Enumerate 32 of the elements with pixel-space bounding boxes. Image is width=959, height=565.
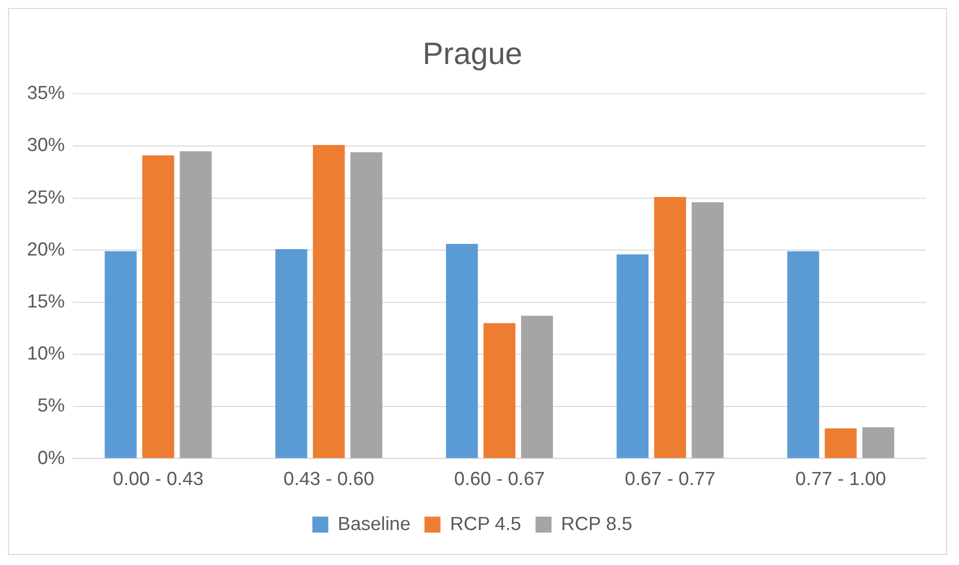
x-tick-label: 0.43 - 0.60	[284, 469, 374, 490]
y-tick-label: 35%	[26, 83, 66, 104]
x-tick-label: 0.00 - 0.43	[112, 469, 204, 490]
bar	[142, 155, 174, 458]
x-tick-label: 0.60 - 0.67	[454, 469, 545, 490]
y-tick-label: 5%	[38, 396, 66, 417]
legend-label: RCP 4.5	[450, 514, 522, 535]
bar	[484, 323, 516, 458]
bar	[787, 251, 820, 458]
bar	[180, 151, 212, 458]
bar	[275, 249, 308, 458]
y-tick-label: 15%	[26, 291, 66, 312]
bar	[692, 202, 724, 458]
bar	[616, 254, 649, 458]
bar	[104, 251, 137, 458]
bar	[862, 427, 894, 458]
bar	[521, 316, 553, 458]
legend-label: RCP 8.5	[561, 514, 632, 535]
y-tick-label: 10%	[26, 344, 66, 365]
y-tick-label: 25%	[26, 187, 66, 208]
bar	[824, 428, 857, 458]
legend-label: Baseline	[338, 514, 411, 535]
x-tick-label: 0.67 - 0.77	[624, 469, 716, 490]
y-tick-label: 20%	[26, 239, 66, 260]
bar	[654, 197, 686, 458]
bar	[446, 244, 478, 458]
bar	[312, 144, 345, 458]
chart-title: Prague	[422, 36, 522, 71]
x-tick-label: 0.77 - 1.00	[795, 469, 886, 490]
y-tick-label: 0%	[38, 448, 66, 469]
y-tick-label: 30%	[26, 135, 66, 156]
bar	[350, 152, 382, 458]
